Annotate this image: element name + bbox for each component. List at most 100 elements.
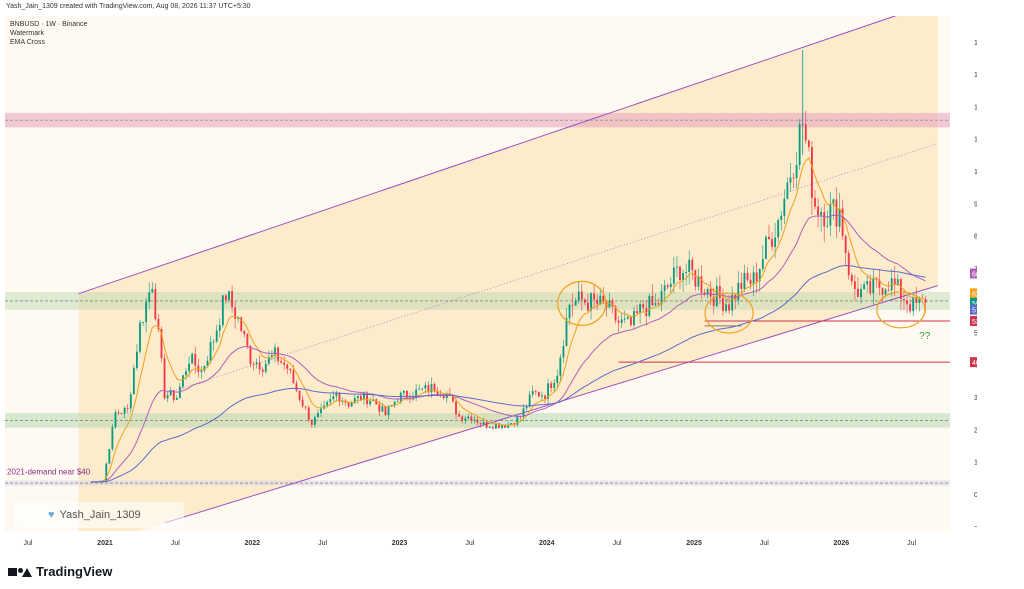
candle (648, 295, 651, 317)
y-tick-label: 300.00 (974, 395, 977, 402)
candle (697, 276, 700, 287)
candle (768, 236, 770, 240)
highlight-circle-1 (557, 280, 607, 326)
candle (544, 395, 546, 399)
candle (108, 449, 111, 464)
candle (550, 383, 553, 389)
candle (580, 291, 583, 300)
candle (151, 289, 154, 293)
candle (884, 289, 887, 295)
candle (166, 395, 169, 399)
candle (863, 284, 866, 289)
price-chart-svg[interactable]: ??2021-demand near $40USD−100.000.00100.… (5, 0, 1001, 552)
candle (194, 353, 197, 366)
candle (844, 236, 847, 254)
candle (906, 300, 908, 305)
y-tick-label: 1,100.00 (974, 137, 977, 144)
candle (660, 290, 663, 305)
candle (559, 357, 562, 376)
candle (639, 304, 642, 314)
candle (593, 293, 596, 300)
candle (317, 413, 319, 418)
legend-indicator-ema[interactable]: EMA Cross (10, 39, 46, 46)
x-axis-background (5, 531, 970, 552)
candle (633, 310, 635, 326)
candle (142, 322, 144, 323)
candle (329, 399, 332, 403)
heart-icon: ♥ (48, 509, 55, 521)
candle (157, 318, 160, 330)
candle (663, 285, 666, 291)
x-tick-label: Jul (171, 540, 180, 547)
ema-fast-line (90, 156, 926, 483)
candle (488, 427, 491, 429)
candle (531, 391, 534, 395)
candle (740, 282, 743, 289)
candle (286, 364, 289, 369)
candle (473, 419, 476, 421)
candle (685, 271, 688, 273)
candle (126, 407, 129, 409)
candle (375, 399, 378, 405)
candle (338, 393, 341, 402)
candle (556, 375, 559, 383)
chart-legend: BNBUSD · 1W · Binance Watermark EMA Cros… (10, 20, 87, 47)
candle (188, 363, 191, 372)
candle (522, 408, 525, 417)
candle (366, 392, 368, 405)
candle (617, 320, 620, 323)
candle (203, 365, 206, 371)
watermark-box: ♥ Yash_Jain_1309 (14, 502, 184, 528)
candle (160, 329, 163, 359)
candle (737, 282, 740, 301)
candle (841, 208, 844, 237)
candle (823, 211, 826, 227)
candle (267, 356, 270, 364)
candle (264, 363, 267, 372)
candle (525, 406, 528, 409)
candle (421, 388, 424, 390)
legend-indicator-watermark[interactable]: Watermark (10, 30, 44, 37)
candle (513, 423, 516, 425)
candle (283, 362, 286, 365)
candle (224, 295, 227, 300)
candle (402, 390, 405, 393)
candle (669, 283, 672, 288)
candle (507, 424, 510, 428)
candle (399, 392, 402, 402)
candle (292, 370, 295, 384)
candle (623, 318, 626, 320)
candle (123, 407, 126, 414)
candle (878, 279, 881, 288)
candle (442, 395, 445, 399)
highlight-circle-2 (704, 292, 754, 334)
candle (847, 253, 850, 276)
candle (722, 298, 724, 311)
candle (789, 177, 792, 183)
candle (574, 300, 577, 306)
candle (313, 417, 316, 425)
x-tick-label: Jul (613, 540, 622, 547)
candle (608, 300, 611, 308)
candle (479, 422, 482, 425)
candle (246, 334, 249, 346)
candle (915, 297, 918, 303)
candle (657, 303, 660, 305)
candle (298, 390, 301, 400)
candle (332, 396, 335, 400)
candle (853, 281, 856, 290)
candle (467, 416, 470, 419)
candle (117, 412, 120, 414)
watermark-text: Yash_Jain_1309 (59, 509, 141, 521)
candle (510, 423, 513, 425)
candle (148, 292, 151, 302)
candle (163, 358, 166, 399)
candle (452, 395, 454, 402)
chart-area[interactable]: ??2021-demand near $40USD−100.000.00100.… (5, 0, 1001, 552)
x-tick-label: 2025 (686, 540, 702, 547)
candle (237, 317, 240, 319)
candle (212, 341, 215, 343)
legend-symbol[interactable]: BNBUSD · 1W · Binance (10, 21, 88, 28)
y-tick-label: 1,400.00 (974, 40, 977, 47)
candle (396, 401, 399, 403)
